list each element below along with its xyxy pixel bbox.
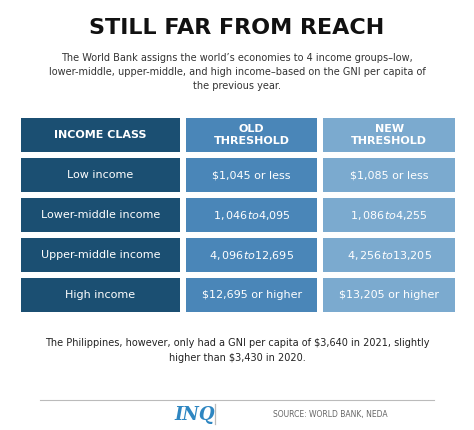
FancyBboxPatch shape bbox=[323, 198, 455, 232]
Text: $1,045 or less: $1,045 or less bbox=[212, 170, 291, 180]
Text: The Philippines, however, only had a GNI per capita of $3,640 in 2021, slightly
: The Philippines, however, only had a GNI… bbox=[45, 338, 429, 363]
Text: INQ: INQ bbox=[175, 406, 215, 424]
Text: Upper-middle income: Upper-middle income bbox=[41, 250, 160, 260]
FancyBboxPatch shape bbox=[21, 278, 180, 312]
FancyBboxPatch shape bbox=[323, 278, 455, 312]
Text: NEW
THRESHOLD: NEW THRESHOLD bbox=[351, 123, 427, 146]
FancyBboxPatch shape bbox=[21, 238, 180, 272]
FancyBboxPatch shape bbox=[323, 118, 455, 152]
FancyBboxPatch shape bbox=[21, 198, 180, 232]
FancyBboxPatch shape bbox=[186, 198, 317, 232]
Text: $1,086 to $4,255: $1,086 to $4,255 bbox=[350, 209, 428, 221]
FancyBboxPatch shape bbox=[323, 238, 455, 272]
FancyBboxPatch shape bbox=[21, 158, 180, 192]
Text: SOURCE: WORLD BANK, NEDA: SOURCE: WORLD BANK, NEDA bbox=[273, 411, 387, 420]
Text: $4,256 to $13,205: $4,256 to $13,205 bbox=[346, 249, 432, 261]
Text: STILL FAR FROM REACH: STILL FAR FROM REACH bbox=[90, 18, 384, 38]
Text: Lower-middle income: Lower-middle income bbox=[41, 210, 160, 220]
Text: High income: High income bbox=[65, 290, 136, 300]
Text: $13,205 or higher: $13,205 or higher bbox=[339, 290, 439, 300]
Text: $1,085 or less: $1,085 or less bbox=[350, 170, 428, 180]
Text: The World Bank assigns the world’s economies to 4 income groups–low,
lower-middl: The World Bank assigns the world’s econo… bbox=[49, 52, 425, 92]
Text: $1,046 to $4,095: $1,046 to $4,095 bbox=[213, 209, 291, 221]
FancyBboxPatch shape bbox=[21, 118, 180, 152]
FancyBboxPatch shape bbox=[186, 238, 317, 272]
Text: INCOME CLASS: INCOME CLASS bbox=[54, 130, 147, 140]
FancyBboxPatch shape bbox=[186, 158, 317, 192]
FancyBboxPatch shape bbox=[186, 118, 317, 152]
Text: $12,695 or higher: $12,695 or higher bbox=[201, 290, 302, 300]
Text: $4,096 to $12,695: $4,096 to $12,695 bbox=[209, 249, 294, 261]
Text: Low income: Low income bbox=[67, 170, 134, 180]
FancyBboxPatch shape bbox=[186, 278, 317, 312]
Text: OLD
THRESHOLD: OLD THRESHOLD bbox=[214, 123, 290, 146]
FancyBboxPatch shape bbox=[323, 158, 455, 192]
